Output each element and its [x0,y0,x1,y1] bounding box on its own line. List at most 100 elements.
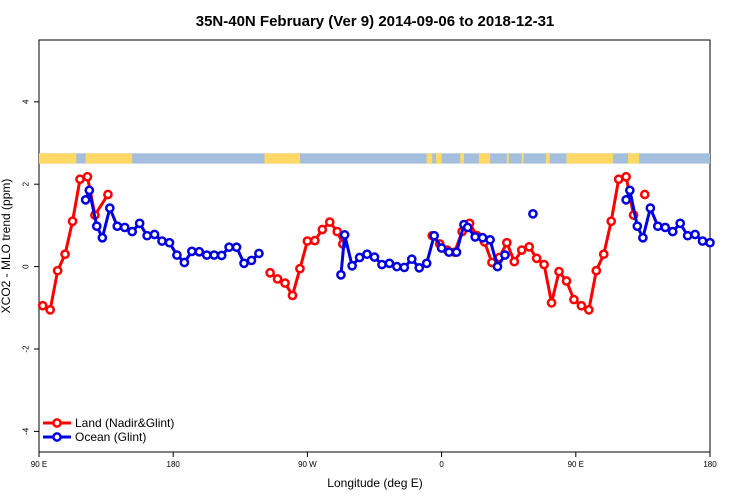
x-tick-label: 180 [703,460,717,469]
land-ocean-band [39,153,710,164]
data-point [224,242,234,253]
land-segment [545,153,550,164]
data-point [347,260,357,271]
data-point [201,250,212,260]
x-tick-label: 90 W [298,460,317,469]
x-tick-label: 180 [167,460,181,469]
data-point [690,229,700,240]
data-point [660,222,671,233]
data-point [509,256,520,267]
data-point [492,261,503,272]
data-point [67,216,78,227]
plot-frame [38,39,711,453]
data-point [561,276,572,286]
x-tick-label: 0 [439,460,444,469]
data-point [239,258,249,269]
land-segment [506,153,509,164]
data-point [500,250,510,260]
legend-marker [52,418,62,428]
data-point [127,226,138,237]
data-point [336,269,346,280]
y-tick-label: 2 [22,181,31,186]
data-point [638,232,648,243]
data-point [621,171,631,182]
data-point [339,230,350,240]
chart-title: 35N-40N February (Ver 9) 2014-09-06 to 2… [196,13,555,30]
data-point [667,226,678,237]
data-point [485,234,495,245]
data-point [179,257,190,268]
data-point [554,266,564,277]
data-point [209,250,220,260]
data-point [444,247,454,258]
y-tick-label: -4 [22,427,31,435]
data-point [652,221,663,232]
data-point [606,216,617,227]
land-segment [85,153,133,164]
data-point [598,249,609,260]
data-point [524,241,535,252]
data-point [462,222,473,233]
data-point [231,242,242,253]
data-point [621,195,631,205]
data-point [399,262,410,273]
data-point [104,203,115,213]
land-segment [426,153,433,164]
land-segment [264,153,300,164]
data-point [384,258,395,269]
data-point [134,218,145,229]
series-line [84,188,260,265]
data-point [369,252,380,262]
data-point [295,263,305,274]
data-point [317,224,328,235]
land-segment [460,153,464,164]
data-point [280,278,290,288]
data-point [97,232,108,243]
data-point [84,185,95,196]
data-point [583,305,594,315]
x-tick-label: 90 E [568,460,584,469]
land-segment [521,153,524,164]
land-segment [478,153,491,164]
data-point [310,235,320,246]
series-layer [37,171,715,315]
data-point [287,290,298,301]
data-point [91,221,102,232]
data-point [546,298,557,308]
data-point [477,232,488,243]
data-point [172,250,182,260]
data-point [421,258,432,269]
data-point [576,300,587,311]
data-point [80,195,91,205]
legend: Land (Nadir&Glint)Ocean (Glint) [43,416,174,444]
data-point [705,237,715,248]
data-point [632,221,643,232]
data-point [194,246,205,257]
land-segment [566,153,614,164]
data-point [569,294,579,305]
data-point [675,218,686,229]
data-point [254,248,264,259]
data-point [186,246,197,257]
y-tick-label: 0 [22,264,31,269]
data-point [302,236,313,246]
data-point [613,174,624,185]
data-point [246,255,257,266]
data-point [45,305,56,315]
data-point [414,262,425,273]
data-point [697,236,708,246]
data-point [119,222,130,233]
x-tick-label: 90 E [31,460,47,469]
y-axis-label: XCO2 - MLO trend (ppm) [0,179,13,314]
data-point [37,300,48,311]
data-point [451,247,462,258]
data-point [470,232,480,242]
data-point [354,252,365,263]
land-segment [436,153,442,164]
data-point [164,237,175,248]
data-point [112,221,123,232]
y-tick-label: -2 [22,345,31,353]
legend-marker [52,432,62,442]
data-point [82,171,93,182]
